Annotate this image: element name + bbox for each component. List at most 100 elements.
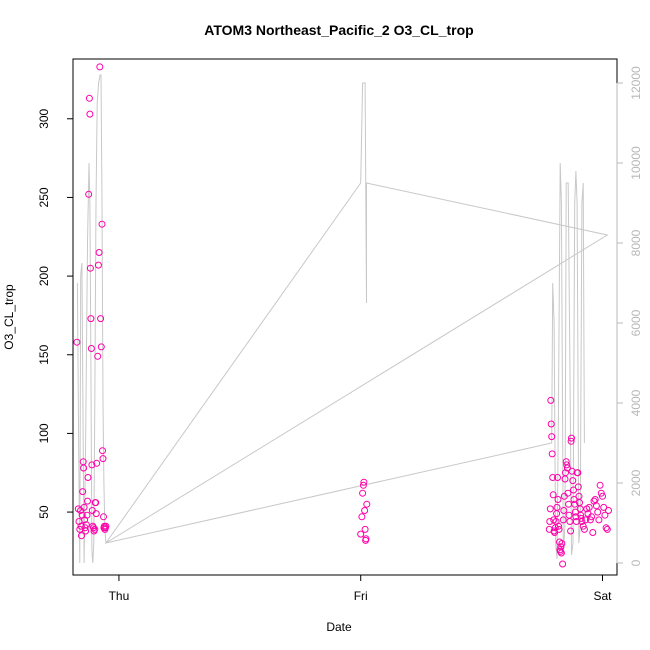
y-tick-label: 200 (37, 266, 51, 286)
data-point (84, 474, 92, 481)
data-point (99, 447, 106, 455)
data-point (597, 489, 605, 497)
data-point (80, 503, 88, 511)
data-point (547, 396, 555, 404)
data-point (562, 458, 570, 466)
data-point (97, 315, 105, 323)
data-point (562, 469, 569, 477)
data-point (360, 478, 368, 486)
y-tick-label: 150 (37, 344, 51, 364)
data-point (92, 510, 100, 518)
data-point (87, 315, 95, 323)
altitude-line (76, 74, 609, 564)
data-point (566, 518, 574, 525)
data-point (554, 474, 561, 481)
data-point (92, 499, 100, 507)
data-point (605, 507, 612, 514)
y2-tick-label: 6000 (629, 309, 643, 336)
data-point (96, 63, 104, 71)
data-point (560, 507, 568, 514)
data-point (363, 500, 371, 508)
data-point (100, 513, 107, 521)
data-point (600, 503, 608, 511)
data-point (88, 461, 96, 469)
data-point (579, 522, 587, 530)
data-point (80, 464, 88, 472)
data-point (73, 338, 81, 346)
data-point (571, 508, 579, 516)
data-point (569, 477, 577, 485)
data-point (596, 481, 604, 489)
data-point (86, 110, 94, 118)
data-point (87, 345, 95, 352)
data-point (570, 486, 577, 494)
data-point (361, 525, 369, 533)
data-point (553, 503, 561, 511)
y-tick-label: 300 (37, 108, 51, 128)
data-point (95, 249, 103, 256)
y2-tick-label: 10000 (629, 146, 643, 180)
data-point (589, 529, 597, 536)
y2-tick-label: 0 (629, 559, 643, 566)
y2-tick-label: 12000 (629, 66, 643, 100)
data-point (359, 489, 367, 497)
x-axis-label: Date (326, 620, 352, 634)
data-point (554, 496, 562, 503)
data-point (582, 516, 590, 524)
y2-tick-label: 8000 (629, 229, 643, 256)
data-point (555, 522, 562, 530)
data-point (85, 190, 93, 198)
data-point (602, 524, 610, 532)
data-point (577, 511, 585, 519)
data-point (91, 525, 99, 533)
data-point (361, 507, 369, 514)
x-tick-label: Thu (109, 589, 130, 603)
data-point (93, 459, 101, 467)
data-point (592, 502, 600, 510)
data-point (548, 450, 556, 458)
data-point (84, 497, 91, 505)
y-tick-label: 50 (37, 505, 51, 519)
data-point (559, 516, 567, 524)
data-point (78, 532, 85, 540)
y2-tick-label: 2000 (629, 469, 643, 496)
scatter-points-layer (73, 63, 612, 568)
data-point (594, 508, 602, 516)
data-point (553, 510, 561, 518)
data-point (359, 481, 367, 489)
data-point (547, 420, 555, 428)
data-point (585, 503, 593, 511)
chart-title: ATOM3 Northeast_Pacific_2 O3_CL_trop (204, 22, 473, 38)
data-point (599, 492, 606, 500)
y-axis-label: O3_CL_trop (2, 284, 16, 350)
data-point (577, 514, 585, 522)
data-point (555, 525, 563, 533)
data-point (556, 547, 564, 555)
data-point (586, 516, 594, 524)
data-point (94, 352, 102, 360)
data-point (580, 525, 588, 533)
x-tick-label: Sat (593, 589, 612, 603)
y-tick-label: 250 (37, 187, 51, 207)
data-point (97, 343, 105, 351)
data-point (94, 261, 102, 269)
data-point (595, 516, 603, 524)
data-point (85, 94, 93, 102)
data-point (357, 530, 365, 538)
x-tick-label: Fri (354, 589, 368, 603)
data-point (559, 560, 567, 568)
data-point (588, 513, 596, 521)
y-axis-right: 0 2000 4000 6000 8000 10000 12000 (616, 66, 643, 566)
data-point (574, 469, 582, 477)
data-point (557, 549, 565, 557)
altitude-line-layer (76, 74, 609, 564)
data-point (567, 437, 575, 445)
data-point (99, 455, 107, 463)
data-point (601, 511, 609, 519)
data-point (548, 433, 556, 441)
data-point (571, 500, 579, 508)
data-point (546, 505, 554, 513)
data-point (79, 488, 87, 496)
data-point (81, 524, 89, 532)
